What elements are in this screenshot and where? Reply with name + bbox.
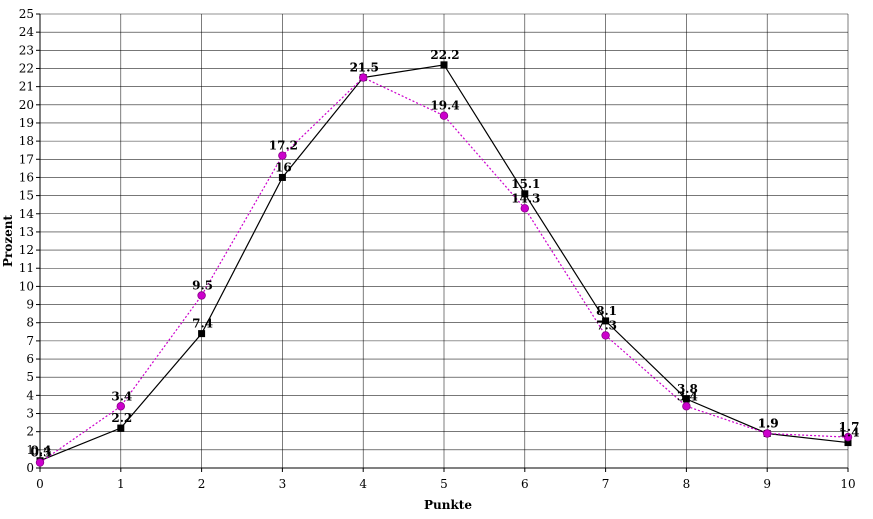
series-2-data-label: 3.4	[677, 389, 698, 403]
series-1-point	[440, 61, 448, 69]
series-2-data-label: 7.3	[596, 318, 617, 332]
series-2-data-label: 1.9	[758, 416, 779, 430]
series-2-data-label: 19.4	[430, 99, 459, 113]
series-1-data-label: 21.5	[350, 61, 379, 75]
x-axis-title: Punkte	[424, 498, 472, 512]
series-2-data-label: 0.3	[31, 446, 52, 460]
x-tick-label: 0	[36, 477, 44, 491]
x-tick-label: 10	[840, 477, 855, 491]
series-2-point	[520, 204, 529, 213]
y-axis-title: Prozent	[1, 215, 15, 268]
series-2-point	[682, 402, 691, 411]
x-tick-label: 9	[763, 477, 771, 491]
y-tick-label: 15	[19, 189, 34, 203]
y-tick-label: 17	[19, 152, 34, 166]
series-2-point	[601, 331, 610, 340]
y-tick-label: 13	[19, 225, 34, 239]
y-tick-label: 7	[26, 334, 34, 348]
series-1-point	[682, 395, 690, 403]
series-2-data-label: 3.4	[111, 389, 132, 403]
series-markers	[35, 61, 853, 467]
y-tick-label: 18	[19, 134, 34, 148]
series-2-data-label: 9.5	[192, 278, 213, 292]
y-tick-label: 22	[19, 61, 34, 75]
series-1-point	[117, 424, 125, 432]
series-1-data-label: 1.4	[839, 426, 860, 440]
y-tick-label: 0	[26, 461, 34, 475]
series-1-point	[198, 330, 206, 338]
y-tick-label: 3	[26, 407, 34, 421]
series-1-point	[521, 190, 529, 198]
x-tick-label: 3	[279, 477, 287, 491]
series-1-data-label: 22.2	[430, 48, 459, 62]
series-1-point	[844, 439, 852, 447]
series-1-data-label: 2.2	[111, 411, 132, 425]
y-tick-label: 25	[19, 7, 34, 21]
y-tick-label: 5	[26, 370, 34, 384]
series-2-point	[843, 432, 853, 442]
series-1-point	[602, 317, 610, 325]
y-tick-label: 11	[19, 261, 34, 275]
y-tick-label: 19	[19, 116, 34, 130]
x-tick-label: 2	[198, 477, 206, 491]
y-tick-label: 4	[26, 388, 34, 402]
x-tick-label: 1	[117, 477, 125, 491]
series-2-line	[39, 76, 849, 464]
y-tick-label: 8	[26, 316, 34, 330]
y-tick-label: 21	[19, 80, 34, 94]
y-tick-label: 1	[26, 443, 34, 457]
series-2-point	[359, 73, 368, 82]
series-2-point	[439, 111, 449, 120]
y-tick-label: 10	[19, 279, 34, 293]
series-2-data-label: 17.2	[269, 139, 298, 153]
series-2-data-label: 21.5	[350, 61, 379, 75]
axes	[36, 13, 849, 472]
y-tick-label: 2	[26, 425, 34, 439]
series-1-data-label: 8.1	[596, 304, 617, 318]
series-2-point	[763, 429, 772, 438]
y-tick-label: 12	[19, 243, 34, 257]
series-2-data-label: 1.7	[839, 420, 860, 434]
x-tick-label: 7	[602, 477, 610, 491]
x-tick-labels: 0 1 2 3 4 5 6 7 8 9 10	[36, 477, 855, 491]
series-1-data-label: 1.9	[758, 416, 779, 430]
x-tick-label: 4	[359, 477, 367, 491]
y-tick-label: 20	[19, 98, 34, 112]
grid-lines	[40, 13, 849, 468]
series-2-point	[116, 402, 125, 411]
data-labels: 0.4 2.2 7.4 16 21.5 22.2 15.1 8.1 3.8 1.9 1.4 0.3 3.…	[31, 48, 860, 460]
series-2-point	[35, 458, 45, 467]
series-1-data-label: 3.8	[677, 382, 698, 396]
y-tick-label: 23	[19, 43, 34, 57]
series-2-data-label: 14.3	[511, 191, 540, 205]
series-1-data-label: 7.4	[192, 317, 213, 331]
y-tick-label: 6	[26, 352, 34, 366]
y-tick-label: 9	[26, 298, 34, 312]
y-tick-labels: 0123456789101112131415161718192021222324…	[19, 7, 35, 475]
series-1-point	[278, 173, 286, 181]
series-2-point	[197, 291, 206, 300]
series-1-data-label: 16	[275, 160, 292, 174]
x-tick-label: 8	[683, 477, 691, 491]
series-2-point	[278, 151, 287, 160]
x-tick-label: 5	[440, 477, 448, 491]
series-1-data-label: 15.1	[511, 177, 540, 191]
y-tick-label: 16	[19, 170, 34, 184]
series-1-data-label: 0.4	[31, 444, 52, 458]
x-tick-label: 6	[521, 477, 529, 491]
y-tick-label: 24	[19, 25, 35, 39]
y-tick-label: 14	[19, 207, 35, 221]
